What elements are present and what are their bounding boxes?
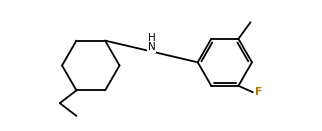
Text: H
N: H N [147, 33, 155, 52]
Text: F: F [255, 87, 262, 97]
